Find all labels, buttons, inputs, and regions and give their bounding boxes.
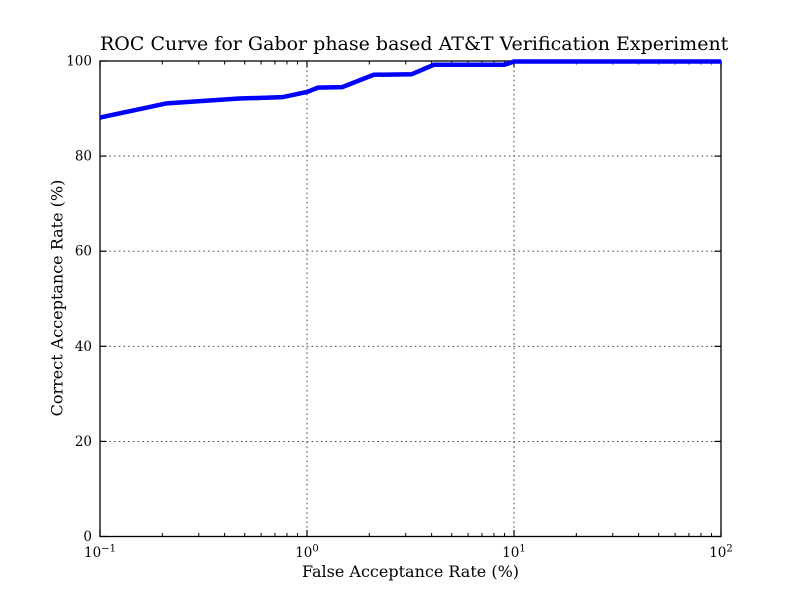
- y-tick-label: 40: [75, 339, 92, 355]
- plot-border: [99, 60, 722, 538]
- y-axis-label: Correct Acceptance Rate (%): [47, 179, 67, 417]
- y-tick-label: 100: [66, 54, 92, 70]
- chart-title: ROC Curve for Gabor phase based AT&T Ver…: [100, 33, 729, 55]
- x-tick-label: 101: [502, 544, 526, 562]
- x-tick-label: 100: [295, 544, 319, 562]
- roc-curve-line: [100, 59, 721, 120]
- y-tick-label: 20: [75, 434, 92, 450]
- x-tick-label: 10−1: [84, 544, 116, 562]
- x-axis-label: False Acceptance Rate (%): [301, 562, 520, 581]
- y-tick-label: 0: [83, 529, 92, 545]
- y-tick-label: 80: [75, 149, 92, 165]
- x-tick-label: 102: [709, 544, 733, 562]
- y-tick-label: 60: [75, 244, 92, 260]
